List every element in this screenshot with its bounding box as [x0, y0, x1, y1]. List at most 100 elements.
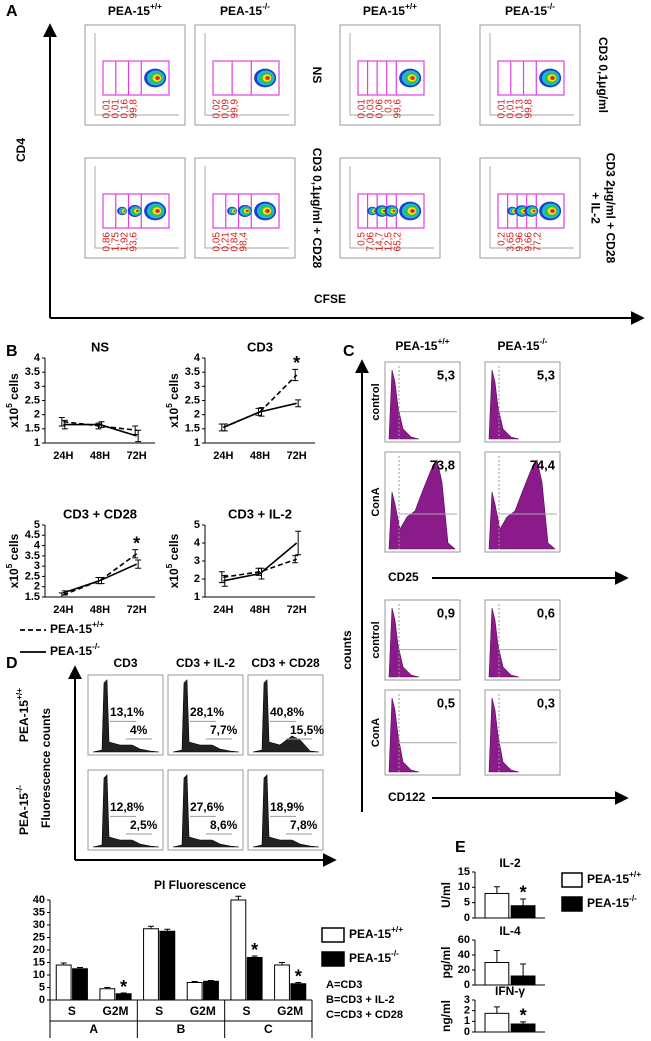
row-label: CD3 2μg/ml + CD28 [603, 153, 617, 264]
gate-percentage: 77,2 [533, 232, 544, 252]
percentage: 7,8% [290, 818, 318, 832]
y-tick-label: 3 [194, 380, 200, 392]
y-tick-label: 40 [33, 894, 45, 906]
text-part: PEA-15 [498, 339, 540, 353]
y-tick-label: 10 [33, 969, 45, 981]
flow-axis [349, 166, 434, 249]
gate-percentage: 0,09 [221, 99, 232, 119]
row-label: control [370, 621, 382, 658]
significance-star: * [293, 353, 300, 373]
y-tick-label: 3 [194, 555, 200, 567]
legend-label: PEA-15+/+ [349, 924, 403, 941]
histogram [92, 679, 160, 753]
histogram-frame [87, 674, 164, 756]
x-tick-label: S [68, 1004, 76, 1018]
histogram [488, 697, 520, 773]
y-tick-label: 2 [34, 581, 40, 593]
cell-density [245, 209, 249, 213]
column-header: PEA-15+/+ [108, 1, 162, 18]
panel-label: C [343, 343, 355, 360]
flow-axis [489, 166, 574, 249]
x-tick-label: 48H [90, 604, 110, 616]
gate-percentage: 0,01 [497, 99, 508, 119]
gate-percentage: 99,6 [393, 99, 404, 119]
histogram-frame [87, 769, 164, 851]
text-part: x10 [167, 408, 181, 428]
gate-percentage: 0,01 [102, 99, 113, 119]
histogram [388, 697, 420, 773]
y-tick-label: 2 [464, 1005, 470, 1017]
gate-percentage: 0,05 [212, 232, 223, 252]
error-bar [98, 576, 105, 585]
error-bar [76, 967, 83, 969]
gate [212, 60, 280, 96]
y-tick-label: 5 [464, 897, 470, 909]
y-tick-label: 20 [33, 944, 45, 956]
y-tick-label: 4 [194, 537, 201, 549]
cell-density [392, 209, 396, 213]
y-axis-label: U/ml [439, 882, 453, 908]
panel-label: A [6, 3, 18, 20]
row-label: + IL-2 [588, 192, 602, 224]
error-bar [295, 399, 302, 408]
y-tick-label: 5 [194, 519, 200, 531]
significance-star: * [133, 533, 140, 553]
bar [159, 930, 176, 1001]
y-tick-label: 0 [39, 994, 45, 1006]
error-bar [295, 530, 302, 556]
error-bar [520, 963, 527, 976]
percentage: 5,3 [537, 367, 555, 382]
gate-percentage: 99,9 [230, 99, 241, 119]
gate-percentage: 12,5 [384, 232, 395, 252]
y-axis-label: pg/ml [439, 947, 453, 979]
histogram [172, 679, 240, 753]
gate-percentage: 93,6 [129, 232, 140, 252]
y-tick-label: 25 [33, 931, 45, 943]
error-bar [292, 368, 299, 382]
error-bar [292, 555, 299, 564]
percentage: 15,5% [290, 723, 324, 737]
percentage: 40,8% [270, 705, 304, 719]
text-part: PEA-15 [363, 4, 405, 18]
bar [143, 928, 159, 1001]
y-tick-label: 3 [34, 560, 40, 572]
y-tick-label: 0 [464, 1026, 470, 1038]
superscript: -/- [629, 893, 637, 903]
percentage: 27,6% [190, 800, 224, 814]
y-tick-label: 1 [464, 1015, 470, 1027]
x-tick-label: G2M [102, 1004, 128, 1018]
gate-percentage: 0,13 [515, 99, 526, 119]
histogram-frame [247, 769, 324, 851]
chart-title: CD3 + IL-2 [228, 506, 292, 521]
row-label: PEA-15+/+ [14, 688, 31, 742]
error-bar [98, 421, 105, 428]
column-header: PEA-15+/+ [363, 1, 417, 18]
flow-axis [204, 166, 289, 249]
y-tick-label: 2.5 [25, 394, 40, 406]
gate-percentage: 99,8 [524, 99, 535, 119]
gate [497, 193, 565, 229]
percentage: 28,1% [190, 705, 224, 719]
superscript: -/- [92, 641, 100, 651]
cell-density [233, 210, 236, 212]
legend-swatch [321, 951, 345, 967]
error-bar [258, 567, 265, 580]
cell-density [265, 209, 270, 213]
gate-percentage: 0,01 [357, 99, 368, 119]
superscript: 5 [4, 403, 14, 408]
gate-percentage: 0,84 [230, 232, 241, 252]
error-bar [221, 574, 228, 587]
cell-density [550, 76, 555, 80]
y-tick-label: 3 [464, 994, 470, 1006]
bar [203, 980, 219, 1001]
error-bar [279, 962, 286, 965]
y-tick-label: 20 [458, 964, 470, 976]
text-part: cells [7, 373, 21, 403]
chart-title: CD3 [247, 339, 273, 354]
gate-percentage: 0,2 [497, 232, 508, 246]
error-bar [120, 992, 127, 994]
cell-density [155, 209, 160, 213]
y-axis-label: x105 cells [164, 373, 181, 428]
percentage: 12,8% [110, 800, 144, 814]
y-tick-label: 2 [194, 409, 200, 421]
